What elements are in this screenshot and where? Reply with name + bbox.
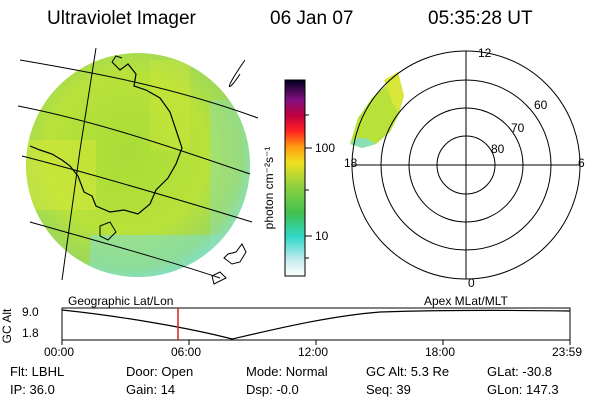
info-seq: Seq: 39 — [366, 382, 411, 397]
altitude-xtick-2: 12:00 — [298, 345, 329, 359]
colorbar-tick-100: 100 — [315, 141, 336, 155]
projection-left-label: Geographic Lat/Lon — [68, 294, 174, 308]
projection-right-label: Apex MLat/MLT — [424, 294, 508, 308]
geographic-image — [17, 47, 259, 285]
lat-label-80: 80 — [491, 142, 505, 156]
info-glon: GLon: 147.3 — [487, 382, 559, 397]
altitude-ymax: 9.0 — [22, 305, 39, 319]
mlt-label-18: 18 — [344, 156, 358, 170]
mlt-label-0: 0 — [468, 276, 475, 290]
altitude-axis-label: GC Alt — [0, 308, 14, 344]
info-flt: Flt: LBHL — [10, 364, 65, 379]
time-label: 05:35:28 UT — [428, 8, 533, 29]
info-glat: GLat: -30.8 — [487, 364, 553, 379]
info-door: Door: Open — [126, 364, 194, 379]
lat-label-70: 70 — [511, 121, 525, 135]
colorbar-tick-10: 10 — [315, 229, 329, 243]
info-mode: Mode: Normal — [246, 364, 328, 379]
altitude-strip — [61, 307, 571, 345]
colorbar — [284, 79, 312, 277]
info-gain: Gain: 14 — [126, 382, 176, 397]
date-label: 06 Jan 07 — [270, 8, 354, 29]
altitude-xtick-3: 18:00 — [425, 345, 456, 359]
mlt-label-6: 6 — [578, 156, 585, 170]
info-gcalt: GC Alt: 5.3 Re — [366, 364, 450, 379]
mlt-label-12: 12 — [478, 46, 492, 60]
lat-label-60: 60 — [534, 98, 548, 112]
colorbar-label: photon cm⁻²s⁻¹ — [262, 146, 276, 230]
polar-plot — [350, 50, 581, 280]
info-dsp: Dsp: -0.0 — [246, 382, 299, 397]
altitude-xtick-0: 00:00 — [44, 345, 75, 359]
altitude-xtick-4: 23:59 — [552, 345, 583, 359]
altitude-xtick-1: 06:00 — [171, 345, 202, 359]
app-title: Ultraviolet Imager — [47, 8, 196, 29]
altitude-ymin: 1.8 — [22, 326, 39, 340]
info-ip: IP: 36.0 — [10, 382, 55, 397]
